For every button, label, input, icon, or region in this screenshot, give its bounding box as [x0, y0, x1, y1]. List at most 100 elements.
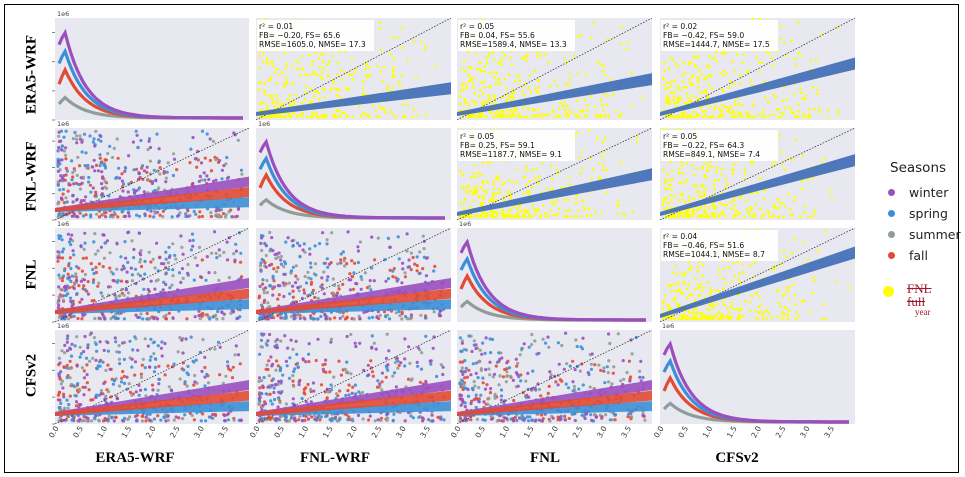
- data-point: [318, 418, 322, 422]
- data-point: [380, 388, 384, 392]
- data-point: [270, 98, 274, 101]
- data-point: [232, 252, 236, 256]
- data-point: [82, 132, 87, 136]
- data-point: [265, 60, 269, 64]
- data-point: [811, 292, 815, 295]
- data-point: [384, 315, 388, 319]
- data-point: [273, 345, 278, 349]
- data-point: [731, 115, 734, 119]
- data-point: [738, 114, 742, 117]
- data-point: [186, 214, 190, 218]
- data-point: [622, 377, 626, 381]
- data-point: [296, 313, 300, 317]
- data-point: [476, 67, 479, 71]
- data-point: [203, 375, 207, 379]
- data-point: [71, 249, 75, 253]
- data-point: [328, 317, 332, 321]
- data-point: [731, 172, 734, 176]
- data-point: [488, 373, 492, 377]
- data-point: [270, 416, 274, 420]
- data-point: [411, 115, 415, 119]
- data-point: [742, 53, 746, 56]
- data-point: [287, 281, 291, 285]
- data-point: [209, 211, 213, 215]
- data-point: [441, 372, 445, 377]
- data-point: [710, 165, 714, 169]
- data-point: [100, 182, 104, 186]
- data-point: [56, 250, 60, 254]
- data-point: [99, 134, 103, 138]
- regression-band: [55, 186, 249, 212]
- data-point: [423, 316, 428, 320]
- data-point: [782, 249, 786, 253]
- data-point: [665, 206, 669, 210]
- data-point: [478, 60, 481, 64]
- data-point: [433, 264, 437, 268]
- data-point: [678, 128, 682, 131]
- data-point: [136, 348, 140, 352]
- data-point: [258, 352, 262, 356]
- data-point: [743, 171, 747, 174]
- data-point: [92, 278, 96, 282]
- data-point: [505, 370, 509, 374]
- data-point: [213, 271, 217, 275]
- data-point: [758, 112, 762, 116]
- data-point: [59, 196, 64, 200]
- data-point: [303, 274, 307, 279]
- data-point: [468, 205, 472, 209]
- data-point: [291, 289, 295, 293]
- data-point: [143, 366, 147, 370]
- data-point: [61, 187, 65, 191]
- data-point: [473, 384, 477, 388]
- data-point: [417, 114, 420, 117]
- data-point: [238, 362, 242, 366]
- data-point: [796, 21, 800, 24]
- data-point: [610, 382, 614, 386]
- data-point: [486, 94, 490, 97]
- data-point: [276, 405, 280, 409]
- data-point: [341, 112, 345, 115]
- data-point: [693, 115, 697, 119]
- data-point: [327, 74, 331, 78]
- data-point: [466, 185, 470, 188]
- data-point: [345, 316, 349, 320]
- data-point: [334, 87, 338, 91]
- data-point: [217, 278, 221, 282]
- data-point: [97, 262, 101, 266]
- data-point: [695, 184, 699, 188]
- data-point: [319, 383, 324, 387]
- data-point: [689, 81, 692, 85]
- data-point: [551, 109, 555, 113]
- data-point: [307, 360, 311, 364]
- data-point: [359, 275, 363, 279]
- data-point: [788, 214, 792, 217]
- data-point: [138, 175, 142, 180]
- data-point: [525, 183, 528, 186]
- data-point: [271, 293, 275, 297]
- data-point: [82, 198, 86, 203]
- data-point: [721, 210, 724, 213]
- data-point: [75, 364, 79, 368]
- data-point: [260, 101, 263, 104]
- data-point: [683, 274, 686, 277]
- data-point: [65, 363, 69, 368]
- data-point: [749, 78, 753, 82]
- data-point: [806, 258, 810, 261]
- data-point: [128, 415, 132, 419]
- data-point: [755, 317, 759, 320]
- data-point: [421, 234, 425, 238]
- data-point: [757, 305, 760, 309]
- data-point: [549, 208, 552, 212]
- data-point: [137, 231, 141, 235]
- data-point: [60, 250, 65, 254]
- data-point: [378, 313, 382, 317]
- data-point: [688, 60, 692, 64]
- data-point: [722, 70, 726, 73]
- data-point: [68, 394, 72, 398]
- data-point: [672, 115, 675, 118]
- data-point: [82, 418, 86, 423]
- data-point: [627, 359, 632, 363]
- data-point: [733, 213, 736, 217]
- data-point: [767, 312, 771, 316]
- data-point: [62, 201, 66, 205]
